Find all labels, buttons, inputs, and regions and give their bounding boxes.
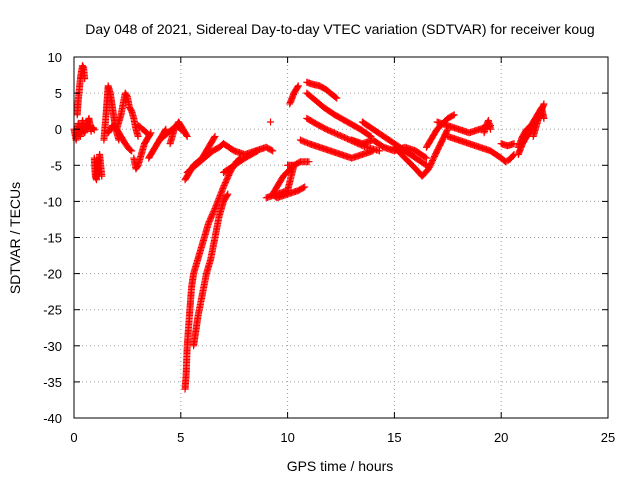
data-point (210, 134, 218, 142)
data-point (181, 129, 189, 137)
y-tick-label: -5 (50, 158, 62, 173)
y-tick-label: -15 (43, 231, 62, 246)
y-tick-label: 0 (55, 122, 62, 137)
x-tick-label: 20 (494, 430, 508, 445)
grid-lines (74, 57, 608, 418)
data-point (223, 191, 231, 199)
data-point (510, 140, 518, 148)
data-point (254, 147, 262, 155)
data-point (98, 172, 106, 180)
data-point (211, 132, 219, 140)
data-point (180, 128, 188, 136)
axis-ticks: 0 5 10 15 20 25 10 5 0 -5 -10 -15 -20 -25 -30 -35 -40 (43, 50, 615, 445)
data-point (269, 147, 277, 155)
data-point (540, 100, 548, 108)
data-point (267, 146, 275, 154)
data-point (422, 154, 430, 162)
data-point (301, 183, 309, 191)
x-tick-label: 10 (280, 430, 294, 445)
data-point (540, 114, 548, 122)
data-point (294, 83, 302, 91)
data-point (375, 147, 383, 155)
data-point (267, 118, 275, 126)
y-tick-label: -30 (43, 339, 62, 354)
data-point (366, 132, 374, 140)
x-tick-label: 0 (70, 430, 77, 445)
y-tick-label: -10 (43, 194, 62, 209)
data-point (90, 126, 98, 134)
x-axis-label: GPS time / hours (287, 458, 394, 474)
data-point (299, 184, 307, 192)
y-axis-label: SDTVAR / TECUs (7, 182, 23, 294)
x-tick-label: 5 (177, 430, 184, 445)
data-point (224, 190, 232, 198)
data-point (421, 153, 429, 161)
data-point (146, 130, 154, 138)
data-point (183, 132, 191, 140)
y-tick-label: 10 (48, 50, 62, 65)
x-tick-label: 25 (601, 430, 615, 445)
data-point (134, 132, 142, 140)
y-tick-label: -35 (43, 375, 62, 390)
data-point (450, 111, 458, 119)
y-tick-label: -20 (43, 267, 62, 282)
data-point (305, 158, 313, 166)
data-point (369, 147, 377, 155)
data-points (70, 62, 548, 393)
data-point (294, 82, 302, 90)
chart-title: Day 048 of 2021, Sidereal Day-to-day VTE… (85, 21, 594, 37)
data-point (147, 129, 155, 137)
data-point (127, 146, 135, 154)
x-tick-label: 15 (387, 430, 401, 445)
data-point (443, 127, 451, 135)
y-tick-label: -25 (43, 303, 62, 318)
data-point (81, 75, 89, 83)
data-point (332, 93, 340, 101)
y-tick-label: 5 (55, 86, 62, 101)
data-point (509, 151, 517, 159)
data-point (487, 125, 495, 133)
data-point (333, 94, 341, 102)
data-point (128, 147, 136, 155)
data-point (449, 111, 457, 119)
y-tick-label: -40 (43, 411, 62, 426)
data-point (252, 148, 260, 156)
